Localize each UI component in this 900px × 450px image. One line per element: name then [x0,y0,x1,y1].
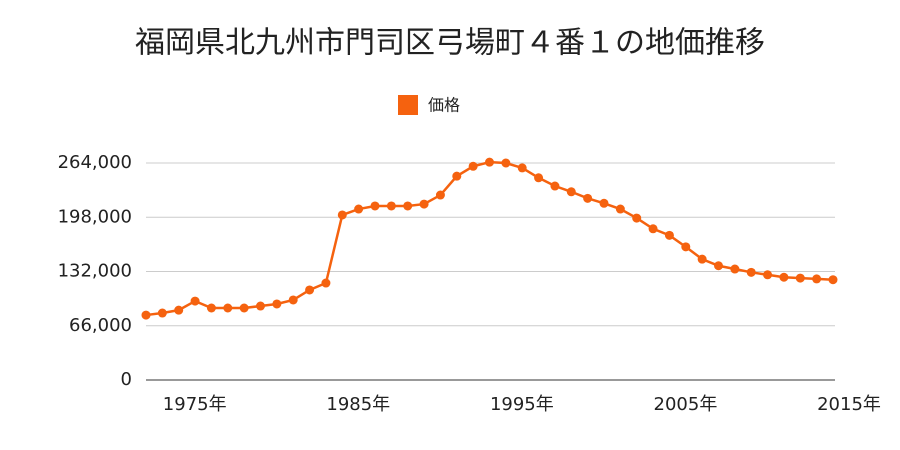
point [615,204,625,214]
y-tick-label: 132,000 [58,261,132,282]
y-tick-label: 66,000 [69,315,132,336]
point [730,264,740,274]
point [190,296,200,306]
x-tick-label: 1995年 [490,394,554,415]
point [534,173,544,183]
point [697,254,707,264]
point [321,278,331,288]
point [141,310,151,320]
point [206,303,216,313]
legend-label: 価格 [428,96,460,115]
x-tick-label: 2005年 [654,394,718,415]
point [419,199,429,209]
point [272,299,282,309]
point [632,213,642,223]
point [452,171,462,181]
x-tick-label: 1975年 [163,394,227,415]
point [386,201,396,211]
point [435,190,445,200]
point [239,303,249,313]
legend-swatch [398,95,418,115]
x-tick-label: 2015年 [817,394,881,415]
point [337,210,347,220]
point [795,273,805,283]
point [681,242,691,252]
point [501,158,511,168]
point [599,198,609,208]
y-tick-label: 264,000 [58,152,132,173]
point [566,187,576,197]
y-tick-label: 198,000 [58,206,132,227]
y-tick-label: 0 [121,369,132,390]
point [256,301,265,311]
point [403,201,413,211]
line [145,160,834,317]
point [157,308,167,318]
point [648,224,658,234]
point [517,163,527,173]
point [305,285,315,295]
point [288,295,298,305]
point [223,303,233,313]
point [370,201,380,211]
point [485,157,494,167]
point [812,274,822,284]
point [354,204,364,214]
point [779,272,789,282]
x-tick-label: 1985年 [326,394,390,415]
point [746,267,756,277]
point [763,270,773,280]
point [828,275,838,285]
chart-title: 福岡県北九州市門司区弓場町４番１の地価推移 [135,26,765,61]
point [468,161,478,171]
point [664,230,674,240]
point [714,261,723,271]
point [583,193,593,203]
point [174,305,184,315]
point [550,181,560,191]
